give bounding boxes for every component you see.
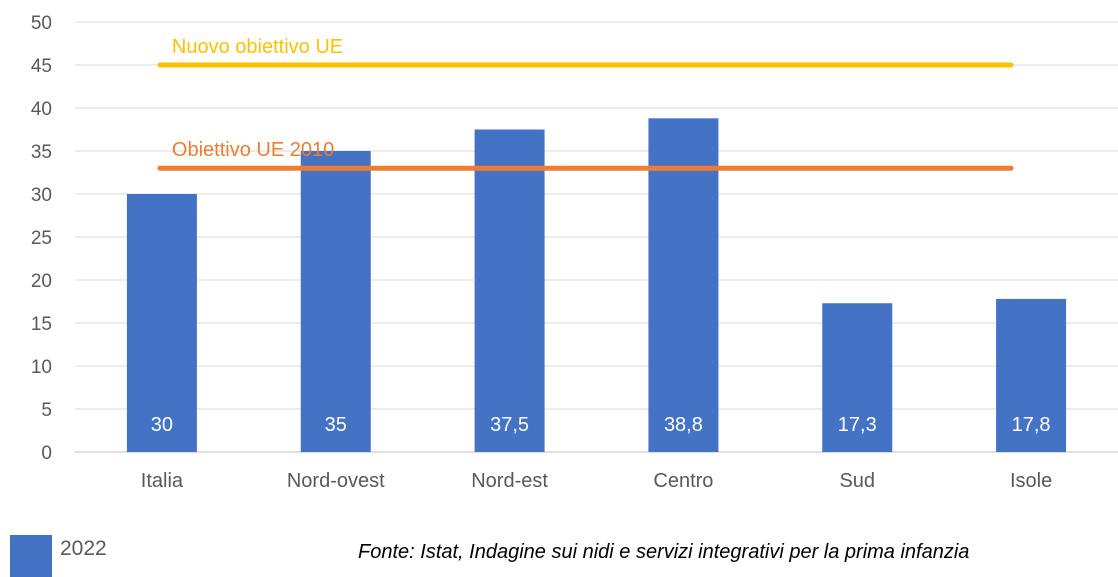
bar bbox=[474, 129, 545, 452]
reference-line-label: Nuovo obiettivo UE bbox=[172, 36, 343, 58]
reference-line-label: Obiettivo UE 2010 bbox=[172, 139, 334, 161]
x-tick-label: Isole bbox=[1010, 470, 1052, 492]
x-tick-label: Centro bbox=[653, 470, 713, 492]
y-tick-label: 45 bbox=[31, 56, 52, 77]
y-tick-label: 30 bbox=[31, 185, 52, 206]
x-tick-label: Nord-est bbox=[471, 470, 548, 492]
data-labels: 30 35 37,5 38,8 17,3 17,8 bbox=[151, 414, 1051, 436]
y-tick-label: 5 bbox=[41, 400, 52, 421]
y-tick-label: 50 bbox=[31, 13, 52, 34]
source-note: Fonte: Istat, Indagine sui nidi e serviz… bbox=[358, 541, 970, 563]
y-tick-label: 35 bbox=[31, 142, 52, 163]
bar bbox=[996, 298, 1067, 452]
x-tick-label: Nord-ovest bbox=[287, 470, 385, 492]
bar bbox=[300, 151, 371, 452]
y-axis-ticks: 0 5 10 15 20 25 30 35 40 45 50 bbox=[31, 13, 52, 464]
reference-lines: Nuovo obiettivo UE Obiettivo UE 2010 bbox=[157, 36, 1014, 171]
data-label: 17,3 bbox=[838, 414, 877, 436]
data-label: 30 bbox=[151, 414, 173, 436]
bar-chart: 0 5 10 15 20 25 30 35 40 45 50 Nuovo obiettivo UE O… bbox=[31, 13, 1118, 492]
gridlines bbox=[75, 21, 1118, 453]
bar bbox=[822, 303, 893, 452]
bar bbox=[648, 118, 719, 452]
bars bbox=[126, 118, 1067, 452]
legend-swatch bbox=[10, 535, 52, 577]
data-label: 17,8 bbox=[1012, 414, 1051, 436]
y-tick-label: 20 bbox=[31, 271, 52, 292]
y-tick-label: 40 bbox=[31, 99, 52, 120]
data-label: 35 bbox=[325, 414, 347, 436]
x-tick-label: Sud bbox=[839, 470, 875, 492]
x-tick-label: Italia bbox=[141, 470, 184, 492]
y-tick-label: 10 bbox=[31, 357, 52, 378]
bar bbox=[126, 194, 197, 452]
data-label: 38,8 bbox=[664, 414, 703, 436]
legend-label: 2022 bbox=[60, 537, 107, 560]
y-tick-label: 15 bbox=[31, 314, 52, 335]
data-label: 37,5 bbox=[490, 414, 529, 436]
x-axis-ticks: Italia Nord-ovest Nord-est Centro Sud Isole bbox=[141, 470, 1052, 492]
y-tick-label: 0 bbox=[41, 443, 52, 464]
legend: 2022 bbox=[10, 535, 107, 577]
y-tick-label: 25 bbox=[31, 228, 52, 249]
